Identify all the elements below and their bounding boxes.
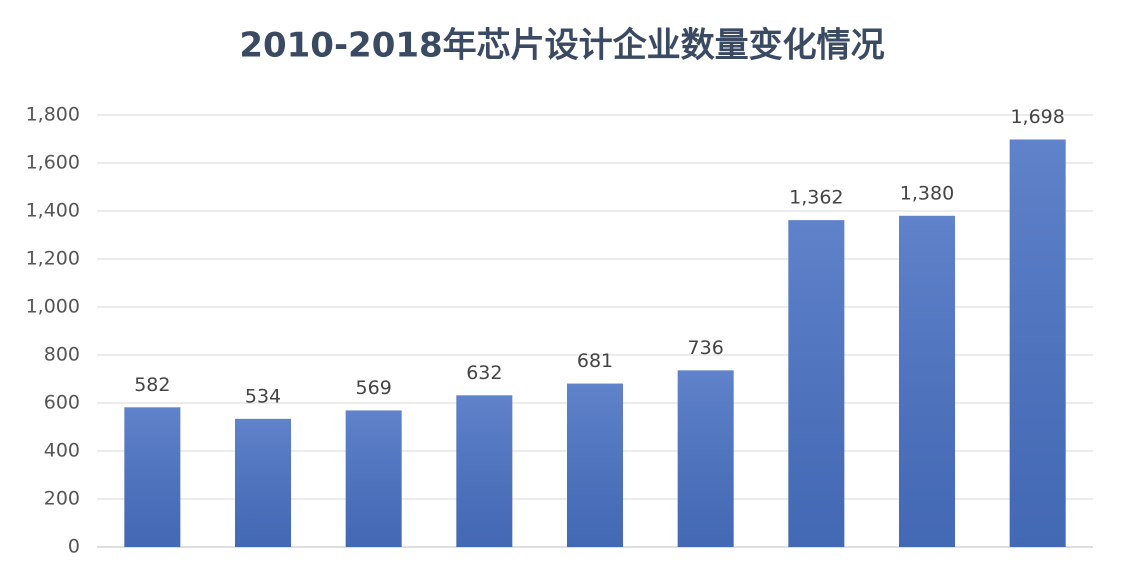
y-tick-label: 0	[68, 536, 80, 558]
bar-shade	[677, 370, 734, 547]
bar-shade	[124, 407, 181, 547]
y-tick-label: 1,000	[26, 296, 80, 318]
y-tick-label: 1,400	[26, 200, 80, 222]
bar-shade	[788, 220, 845, 547]
value-label: 681	[577, 350, 613, 372]
y-tick-label: 1,600	[26, 152, 80, 174]
value-label: 632	[466, 362, 502, 384]
bar-shade	[456, 395, 513, 547]
y-tick-label: 800	[44, 344, 80, 366]
value-label: 1,380	[900, 182, 954, 204]
y-tick-label: 1,200	[26, 248, 80, 270]
value-label: 569	[356, 377, 392, 399]
y-tick-label: 200	[44, 488, 80, 510]
chart-title: 2010-2018年芯片设计企业数量变化情况	[239, 26, 884, 66]
bar-shade	[567, 383, 623, 547]
y-tick-label: 1,800	[26, 104, 80, 126]
value-label: 1,362	[789, 187, 843, 209]
value-label: 1,698	[1010, 106, 1064, 128]
value-label: 736	[688, 337, 724, 359]
y-tick-label: 400	[44, 440, 80, 462]
bar-shade	[899, 215, 955, 548]
y-tick-label: 600	[44, 392, 80, 414]
bar-shade	[235, 418, 291, 547]
value-label: 582	[134, 374, 170, 396]
bar-shade	[345, 410, 402, 547]
bar-shade	[1009, 139, 1066, 548]
value-label: 534	[245, 385, 281, 407]
